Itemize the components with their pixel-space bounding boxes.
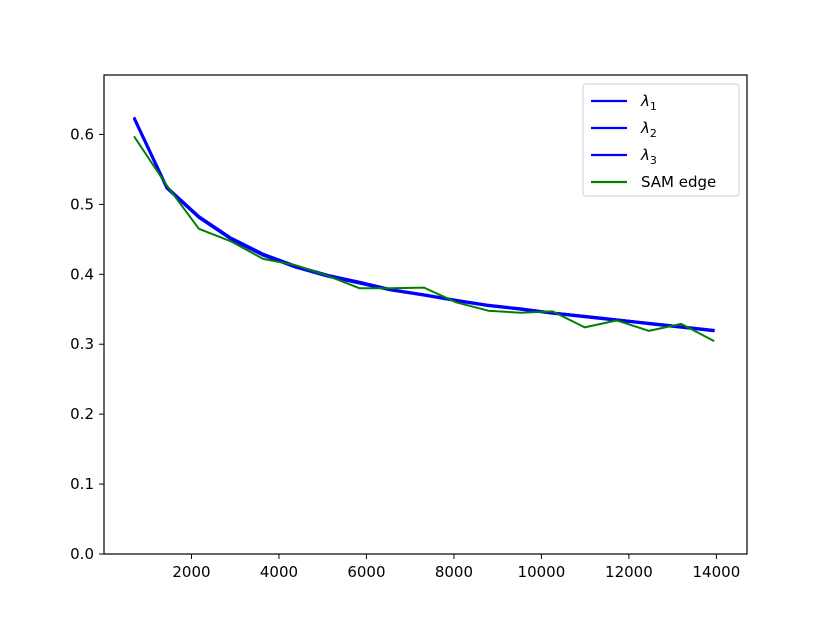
- series-line-sam-edge: [133, 135, 715, 343]
- x-tick-label: 10000: [518, 563, 566, 581]
- y-tick-label: 0.2: [70, 405, 94, 423]
- x-tick-label: 6000: [347, 563, 385, 581]
- y-tick-label: 0.5: [70, 195, 94, 213]
- legend-label: λ3: [640, 146, 657, 167]
- legend-label: SAM edge: [641, 173, 716, 191]
- series-layer: [132, 116, 715, 343]
- x-tick-label: 4000: [260, 563, 298, 581]
- x-tick-label: 12000: [605, 563, 653, 581]
- x-tick-label: 8000: [435, 563, 473, 581]
- y-axis: 0.0 0.1 0.2 0.3 0.4 0.5 0.6: [70, 125, 104, 563]
- y-tick-label: 0.1: [70, 475, 94, 493]
- legend-label: λ2: [640, 119, 657, 140]
- legend-label: λ1: [640, 92, 657, 113]
- y-tick-label: 0.6: [70, 125, 94, 143]
- y-tick-label: 0.0: [70, 545, 94, 563]
- x-tick-label: 2000: [172, 563, 210, 581]
- x-axis: 2000 4000 6000 8000 10000 12000 14000: [172, 554, 740, 581]
- legend: λ1 λ2 λ3 SAM edge: [582, 83, 740, 197]
- y-tick-label: 0.4: [70, 265, 94, 283]
- plot-frame: [103, 74, 748, 555]
- y-tick-label: 0.3: [70, 335, 94, 353]
- x-tick-label: 14000: [693, 563, 741, 581]
- legend-box: [582, 83, 740, 197]
